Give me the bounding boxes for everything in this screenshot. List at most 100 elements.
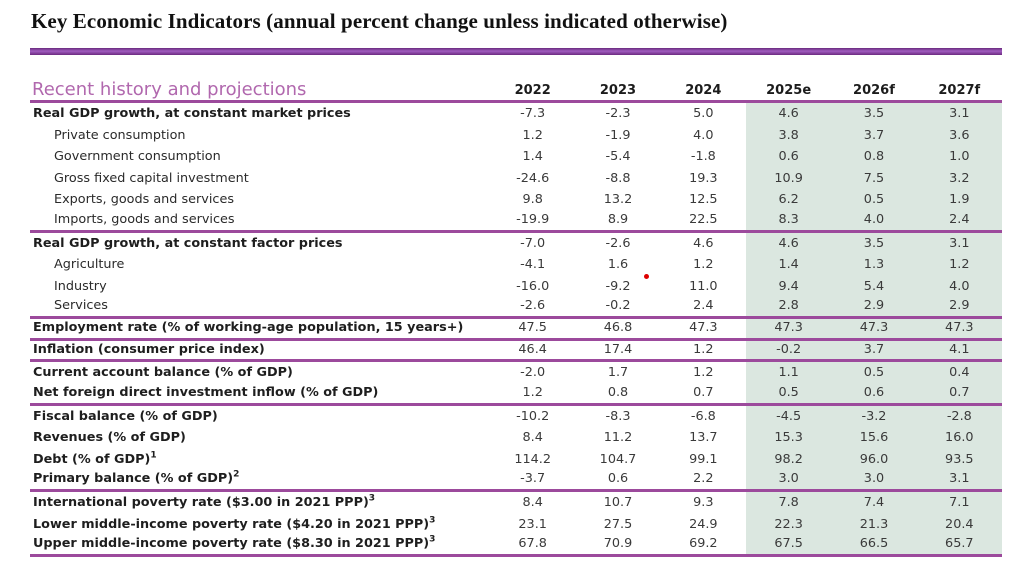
value-cell: 0.8 (863, 149, 885, 165)
value-cell: 15.3 (774, 430, 803, 446)
value-cell: -16.0 (516, 278, 550, 294)
value-cell: 46.4 (518, 341, 547, 357)
row-label: Industry (30, 276, 490, 298)
value-cell: 4.0 (863, 212, 885, 228)
value-cell: -10.2 (516, 408, 550, 424)
value-cell: 0.5 (863, 365, 885, 381)
value-cell: 11.2 (603, 430, 633, 446)
column-header: 2027f (938, 83, 981, 98)
row-label: Government consumption (30, 146, 490, 168)
value-cell: 13.7 (689, 430, 718, 446)
value-cell: 0.4 (949, 365, 970, 381)
table-header-label: Recent history and projections (32, 79, 307, 100)
value-cell: 24.9 (689, 516, 718, 532)
table-row: Primary balance (% of GDP)2 -3.7 0.6 2.2 3.0… (30, 470, 1002, 492)
value-cell: -2.6 (520, 298, 546, 314)
value-cell: -3.7 (520, 471, 546, 487)
value-cell: -1.9 (605, 127, 631, 143)
table-row: Lower middle-income poverty rate ($4.20 … (30, 514, 1002, 536)
value-cell: 22.5 (689, 212, 718, 228)
value-cell: 8.4 (522, 430, 543, 446)
value-cell: 1.7 (607, 365, 629, 381)
value-cell: 1.4 (522, 149, 543, 165)
value-cell: 3.8 (778, 127, 799, 143)
value-cell: 70.9 (603, 536, 633, 552)
value-cell: 1.6 (607, 257, 629, 273)
row-label-text: Services (54, 298, 108, 314)
footnote-marker: 3 (368, 493, 376, 504)
table-row: Current account balance (% of GDP) -2.0 1.… (30, 362, 1002, 384)
value-cell: 19.3 (689, 170, 718, 186)
red-dot-artifact (644, 274, 649, 279)
value-cell: -9.2 (605, 278, 631, 294)
row-label: Exports, goods and services (30, 189, 490, 211)
row-label-text: Lower middle-income poverty rate ($4.20 … (33, 516, 430, 532)
value-cell: 2.8 (778, 298, 799, 314)
table-row: Private consumption 1.2 -1.9 4.0 3.8 3.7 3.6 (30, 125, 1002, 147)
value-cell: 47.3 (945, 320, 974, 336)
value-cell: 3.1 (949, 471, 970, 487)
value-cell: 8.4 (522, 494, 543, 510)
table-row: Exports, goods and services 9.8 13.2 12.5 6.… (30, 189, 1002, 211)
value-cell: 7.5 (863, 170, 885, 186)
value-cell: 3.0 (863, 471, 885, 487)
table-row: Fiscal balance (% of GDP) -10.2 -8.3 -6.8 -4… (30, 406, 1002, 428)
row-label-text: Upper middle-income poverty rate ($8.30 … (33, 536, 430, 552)
value-cell: -8.3 (605, 408, 631, 424)
value-cell: 0.5 (863, 192, 885, 208)
value-cell: 15.6 (859, 430, 889, 446)
value-cell: 1.2 (693, 365, 714, 381)
value-cell: -8.8 (605, 170, 631, 186)
row-label-text: Debt (% of GDP) (33, 451, 151, 467)
value-cell: -6.8 (690, 408, 716, 424)
row-label-text: Real GDP growth, at constant factor pric… (33, 235, 343, 251)
value-cell: 47.3 (774, 320, 803, 336)
value-cell: 5.4 (863, 278, 885, 294)
table-row: Government consumption 1.4 -5.4 -1.8 0.6 0.8 1… (30, 146, 1002, 168)
value-cell: 66.5 (859, 536, 889, 552)
value-cell: -4.5 (776, 408, 802, 424)
value-cell: 1.1 (778, 365, 799, 381)
value-cell: 11.0 (689, 278, 718, 294)
table-row: Net foreign direct investment inflow (% … (30, 384, 1002, 406)
indicators-table: Recent history and projections 2022 2023 2… (30, 48, 1002, 563)
value-cell: 98.2 (774, 451, 803, 467)
value-cell: 16.0 (945, 430, 974, 446)
row-label: Revenues (% of GDP) (30, 427, 490, 449)
column-header: 2026f (853, 83, 895, 98)
column-header: 2022 (514, 83, 551, 98)
header-rule (30, 100, 1002, 103)
row-label: Upper middle-income poverty rate ($8.30 … (30, 535, 490, 554)
value-cell: 3.2 (949, 170, 970, 186)
row-label-text: Real GDP growth, at constant market pric… (33, 106, 351, 121)
row-label: Real GDP growth, at constant factor pric… (30, 233, 490, 255)
value-cell: 2.9 (949, 298, 970, 314)
row-label: Employment rate (% of working-age popula… (30, 319, 490, 338)
value-cell: 4.6 (778, 235, 799, 251)
value-cell: 0.8 (607, 384, 629, 400)
value-cell: 4.1 (949, 341, 970, 357)
row-label: Services (30, 297, 490, 316)
row-label-text: International poverty rate ($3.00 in 202… (33, 494, 369, 510)
column-header: 2023 (599, 83, 637, 98)
value-cell: 2.4 (693, 298, 714, 314)
value-cell: 0.5 (778, 384, 799, 400)
table-row: Industry -16.0 -9.2 11.0 9.4 5.4 4.0 (30, 276, 1002, 298)
value-cell: 1.2 (693, 257, 714, 273)
projection-columns-shading (746, 100, 1002, 557)
value-cell: 3.1 (949, 235, 970, 251)
row-label-text: Industry (54, 278, 107, 294)
value-cell: 47.3 (689, 320, 718, 336)
row-label-text: Agriculture (54, 257, 125, 273)
row-label-text: Fiscal balance (% of GDP) (33, 408, 218, 424)
value-cell: 4.0 (693, 127, 714, 143)
value-cell: 114.2 (514, 451, 551, 467)
value-cell: 46.8 (603, 320, 633, 336)
value-cell: 69.2 (689, 536, 718, 552)
value-cell: 21.3 (859, 516, 889, 532)
row-label: Agriculture (30, 254, 490, 276)
row-label: Real GDP growth, at constant market pric… (30, 103, 490, 125)
value-cell: -3.2 (861, 408, 887, 424)
value-cell: 1.2 (522, 384, 543, 400)
